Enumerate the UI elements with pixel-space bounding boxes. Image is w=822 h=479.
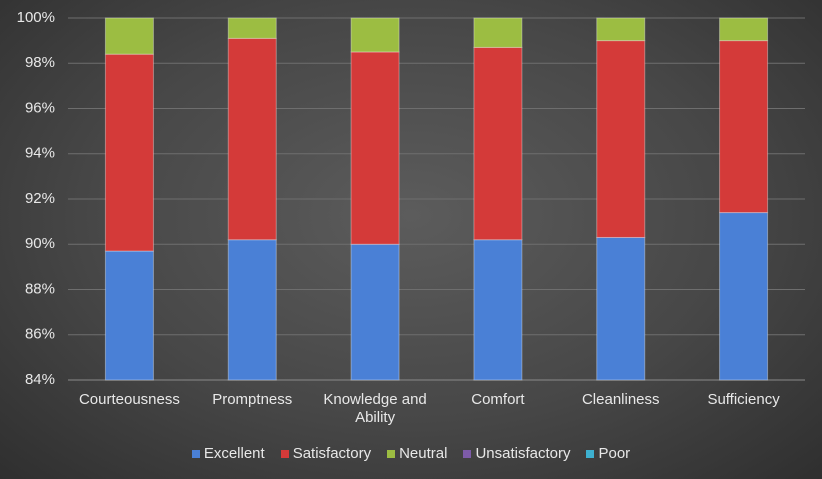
bar-segment [227, 17, 277, 39]
legend: Excellent Satisfactory Neutral Unsatisfacto… [0, 445, 822, 462]
legend-label: Poor [598, 445, 631, 462]
y-tick-label: 86% [25, 326, 55, 343]
legend-swatch [387, 449, 396, 458]
bar-segment [350, 17, 400, 53]
bar-segment [350, 243, 400, 381]
legend-label: Excellent [203, 445, 265, 462]
bar-segment [104, 53, 154, 252]
legend-item: Satisfactory [280, 445, 372, 462]
bar-segment [104, 17, 154, 55]
bar-segment [596, 17, 646, 42]
y-tick-label: 92% [25, 190, 55, 207]
y-tick-label: 94% [25, 145, 55, 162]
legend-item: Neutral [387, 445, 447, 462]
legend-swatch [463, 449, 472, 458]
legend-item: Excellent [191, 445, 265, 462]
legend-swatch [280, 449, 289, 458]
legend-item: Unsatisfactory [463, 445, 570, 462]
legend-label: Unsatisfactory [475, 445, 571, 462]
bar-segment [104, 250, 154, 381]
y-tick-label: 84% [25, 371, 55, 388]
legend-label: Satisfactory [292, 445, 372, 462]
x-tick-label: Comfort [471, 391, 525, 408]
bar-segment [473, 17, 523, 48]
legend-swatch [191, 449, 200, 458]
x-tick-label: Cleanliness [581, 391, 660, 408]
bar-segment [719, 17, 769, 42]
y-tick-label: 90% [25, 235, 55, 252]
bar-segment [227, 37, 277, 241]
bar-segment [473, 239, 523, 381]
x-tick-label: Sufficiency [707, 391, 780, 408]
y-tick-label: 100% [17, 9, 55, 26]
x-tick-label: Knowledge and Ability [323, 391, 427, 426]
bar-segment [350, 51, 400, 245]
y-tick-label: 98% [25, 54, 55, 71]
bar-segment [596, 236, 646, 381]
bar-segment [596, 40, 646, 238]
y-tick-label: 96% [25, 99, 55, 116]
bar-segment [719, 212, 769, 381]
x-tick-label: Promptness [212, 391, 293, 408]
bar-segment [719, 40, 769, 214]
y-tick-label: 88% [25, 280, 55, 297]
x-tick-label: Courteousness [78, 391, 180, 408]
legend-item: Poor [586, 445, 630, 462]
legend-label: Neutral [399, 445, 448, 462]
legend-swatch [586, 449, 595, 458]
bar-segment [227, 239, 277, 381]
bar-segment [473, 46, 523, 241]
